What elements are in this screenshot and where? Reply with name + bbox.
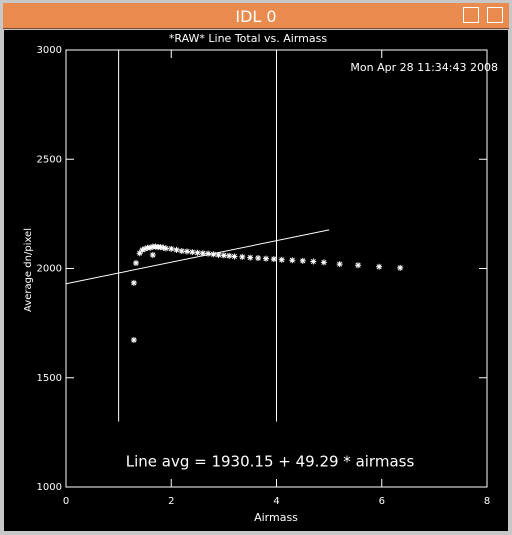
asterisk [189,249,196,256]
timestamp: Mon Apr 28 11:34:43 2008 [350,61,498,74]
x-tick-label: 6 [379,496,385,507]
asterisk [205,250,212,257]
y-tick-label: 1500 [37,373,62,384]
x-tick-label: 2 [168,496,174,507]
asterisk [194,249,201,256]
asterisk [397,264,404,271]
asterisk [160,244,167,251]
y-tick-label: 3000 [37,45,62,56]
y-tick-label: 2000 [37,264,62,275]
chart-title: *RAW* Line Total vs. Airmass [169,32,327,45]
asterisk [147,244,154,251]
asterisk [132,260,139,267]
asterisk [184,248,191,255]
x-tick-label: 0 [63,496,69,507]
maximize-button[interactable] [487,7,503,23]
asterisk [320,259,327,266]
x-tick-label: 4 [273,496,279,507]
asterisk [376,263,383,270]
asterisk [130,279,137,286]
asterisk [162,245,169,252]
asterisk [178,248,185,255]
asterisk [355,262,362,269]
asterisk [168,245,175,252]
asterisk [173,246,180,253]
asterisk [157,244,164,251]
title-bar: IDL 0 [3,3,509,29]
minimize-button[interactable] [463,7,479,23]
asterisk [310,258,317,265]
asterisk [210,251,217,258]
y-axis-label: Average dn/pixel [23,228,34,312]
asterisk [130,336,137,343]
asterisk [149,251,156,258]
asterisk [299,257,306,264]
asterisk [336,261,343,268]
asterisk [247,254,254,261]
annotation: Line avg = 1930.15 + 49.29 * airmass [126,453,415,471]
asterisk [255,255,262,262]
fit-line [65,229,330,285]
asterisk [289,257,296,264]
asterisk [270,256,277,263]
y-tick-label: 1000 [37,482,62,493]
asterisk [220,252,227,259]
asterisk [262,255,269,262]
asterisk [226,252,233,259]
y-tick-label: 2500 [37,154,62,165]
asterisk [278,256,285,263]
x-tick-label: 8 [484,496,490,507]
asterisk [139,246,146,253]
asterisk [199,250,206,257]
asterisk [141,245,148,252]
asterisk [136,250,143,257]
asterisk [215,251,222,258]
asterisk [231,253,238,260]
chart: *RAW* Line Total vs. Airmass Mon Apr 28 … [4,30,508,531]
window-title: IDL 0 [235,7,277,26]
asterisk [239,253,246,260]
x-axis-label: Airmass [254,511,298,524]
